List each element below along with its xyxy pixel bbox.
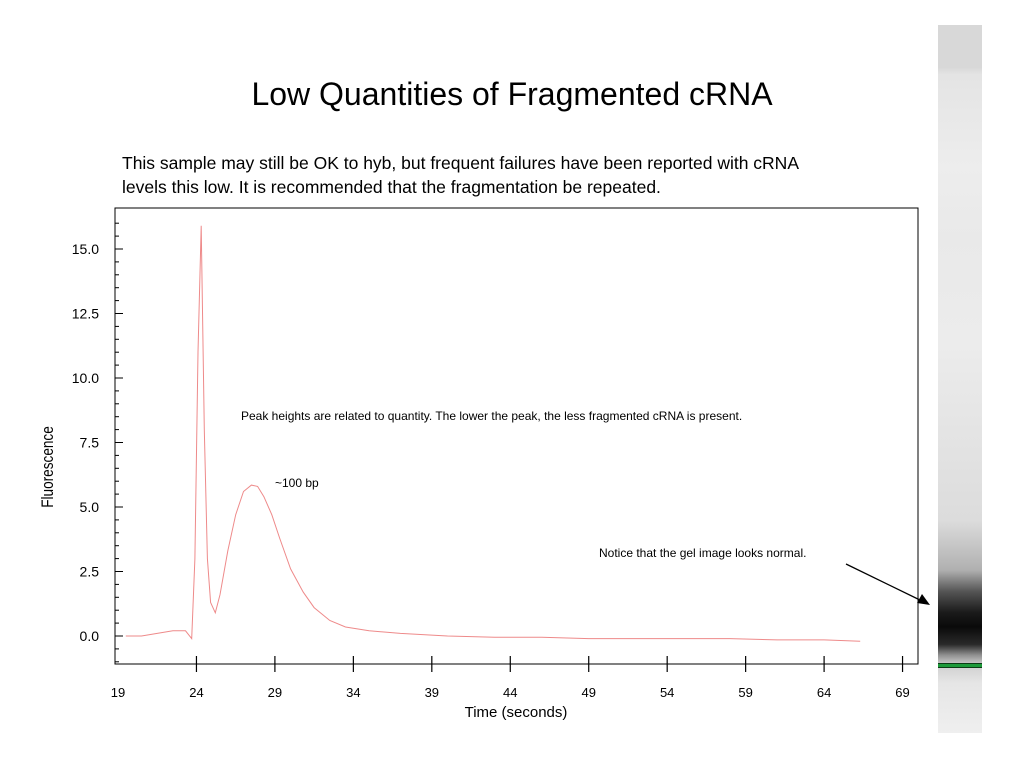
gel-image — [938, 25, 982, 733]
x-tick-label: 64 — [817, 685, 831, 700]
y-tick-label: 15.0 — [72, 241, 99, 257]
y-axis-title: Fluorescence — [39, 426, 58, 508]
x-tick-label: 49 — [581, 685, 595, 700]
y-tick-label: 0.0 — [80, 628, 100, 644]
x-tick-label: 59 — [738, 685, 752, 700]
y-tick-label: 5.0 — [80, 499, 100, 515]
x-tick-label: 39 — [425, 685, 439, 700]
x-tick-label: 69 — [895, 685, 909, 700]
y-tick-label: 7.5 — [80, 435, 100, 451]
y-tick-label: 12.5 — [72, 306, 99, 322]
gel-pointer-arrow — [845, 563, 925, 603]
x-tick-label: 29 — [268, 685, 282, 700]
x-tick-label: 54 — [660, 685, 674, 700]
y-tick-label: 10.0 — [72, 370, 99, 386]
x-tick-label: 44 — [503, 685, 517, 700]
arrow-head-icon — [917, 594, 930, 605]
y-tick-label: 2.5 — [80, 564, 100, 580]
x-axis-title: Time (seconds) — [465, 704, 568, 721]
x-tick-label: 19 — [111, 685, 125, 700]
x-axis: 19 24 29 34 39 44 49 54 59 64 69 — [111, 656, 910, 700]
gel-note: Notice that the gel image looks normal. — [599, 546, 806, 560]
peak-label: ~100 bp — [275, 476, 319, 490]
fluorescence-trace — [125, 225, 861, 642]
description-text: This sample may still be OK to hyb, but … — [122, 153, 799, 197]
peak-note: Peak heights are related to quantity. Th… — [241, 409, 742, 423]
gel-marker-band — [938, 663, 982, 668]
plot-frame — [114, 207, 919, 665]
slide-title: Low Quantities of Fragmented cRNA — [251, 76, 773, 112]
x-tick-label: 34 — [346, 685, 360, 700]
x-tick-label: 24 — [189, 685, 203, 700]
y-axis: 0.0 2.5 5.0 7.5 10.0 12.5 15.0 — [72, 222, 123, 663]
